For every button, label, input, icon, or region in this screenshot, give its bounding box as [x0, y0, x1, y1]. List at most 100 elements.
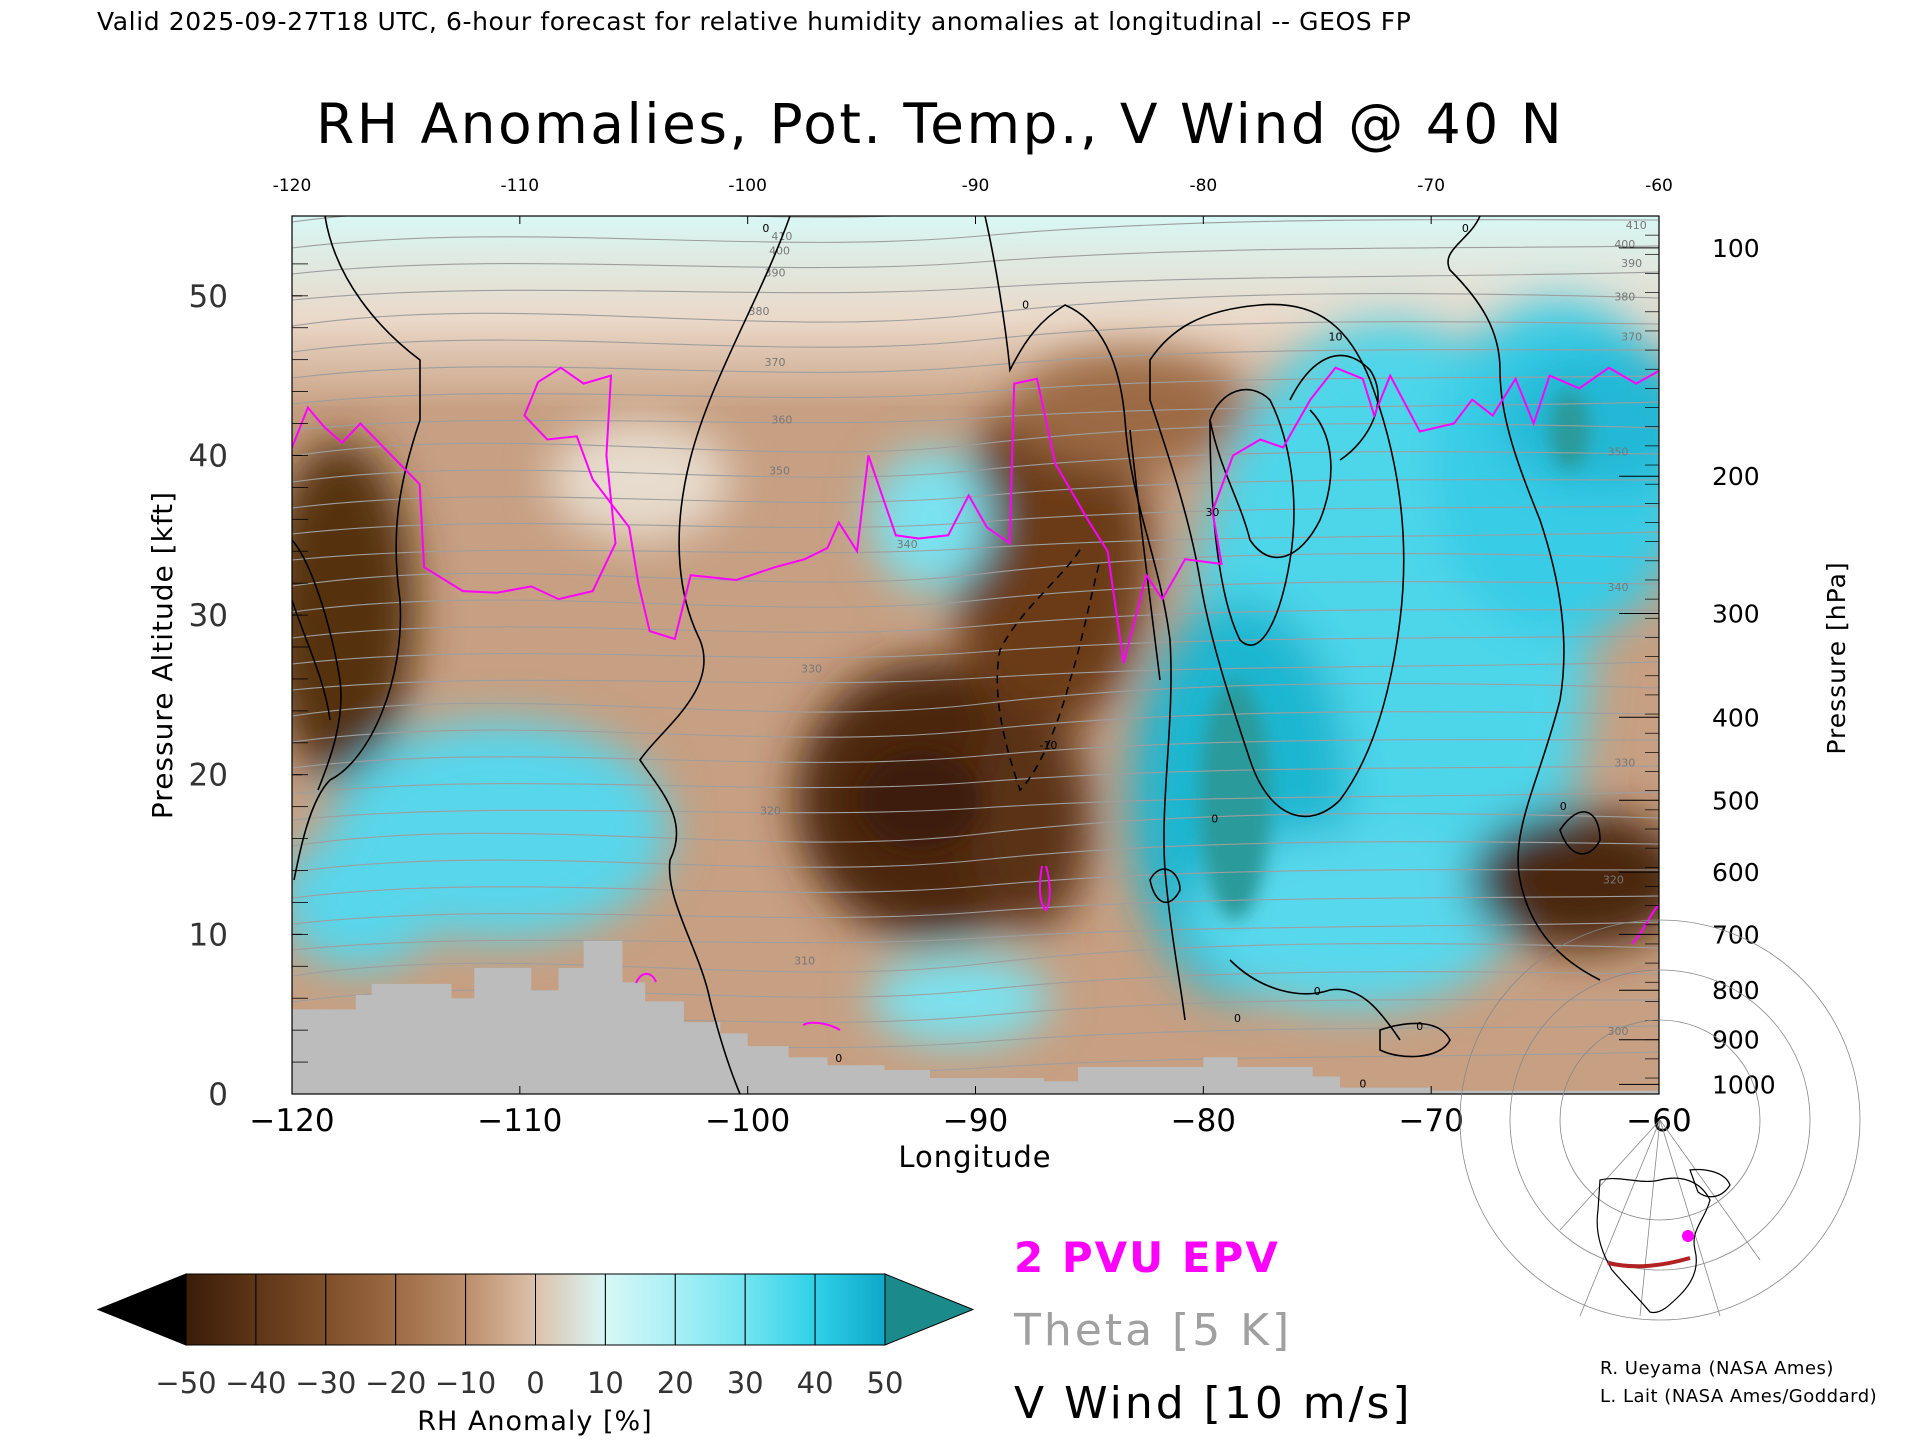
v-wind-contour-label: 0: [1416, 1020, 1423, 1033]
map-frame: [1560, 1166, 1760, 1316]
credit-line-2: L. Lait (NASA Ames/Goddard): [1600, 1386, 1877, 1407]
v-wind-contour-label: 30: [1205, 506, 1219, 519]
wind-contour-mid-b: [984, 216, 1186, 1021]
x-axis-tick-label: −70: [1398, 1103, 1463, 1139]
map-greenland: [1689, 1168, 1731, 1198]
valid-time-line: Valid 2025-09-27T18 UTC, 6-hour forecast…: [97, 7, 1411, 36]
theta-contour-line: [292, 609, 1659, 639]
v-wind-contour-label: 0: [1462, 222, 1469, 235]
map-lat-circle-outer: [1459, 919, 1861, 1321]
colorbar-segment: [255, 1273, 327, 1346]
theta-contour-line: [292, 293, 1659, 327]
colorbar-segment: [744, 1273, 816, 1346]
terrain: [292, 940, 1659, 1094]
theta-contour-label: 310: [794, 955, 815, 968]
v-wind-contour-label: 0: [1560, 800, 1567, 813]
theta-contour-line: [292, 219, 1659, 249]
epv-loop-3: [1038, 865, 1051, 912]
v-wind-contour-label: 10: [1328, 331, 1342, 344]
rh-anomaly-extremes: [860, 390, 1590, 920]
theta-contour-line: [292, 711, 1659, 743]
theta-contour-line: [292, 635, 1659, 665]
locator-map: [1459, 919, 1861, 1321]
colorbar-tick-label: 40: [797, 1366, 834, 1400]
legend-epv: 2 PVU EPV: [1014, 1233, 1280, 1282]
moist-region-mid: [870, 450, 990, 590]
v-wind-contour-label: 0: [762, 222, 769, 235]
colorbar-tick-label: −30: [295, 1366, 356, 1400]
pressure-axis-tick-label: 900: [1712, 1026, 1760, 1055]
map-meridian-5: [1559, 1119, 1661, 1231]
colorbar-segment: [395, 1273, 467, 1346]
theta-contour-label: 400: [769, 244, 790, 257]
map-meridian-1: [1579, 1119, 1661, 1317]
theta-contour-label: 360: [771, 414, 792, 427]
theta-contour-label: 340: [1607, 581, 1628, 594]
theta-contour-line: [292, 349, 1659, 379]
theta-contour-line: [292, 739, 1659, 769]
y-axis-label-right: Pressure [hPa]: [1822, 561, 1851, 754]
moist-region-far-east: [1500, 350, 1659, 490]
colorbar-segment: [604, 1273, 676, 1346]
pressure-axis-tick-label: 1000: [1712, 1070, 1776, 1099]
colorbar-label: RH Anomaly [%]: [417, 1406, 652, 1437]
wind-contour-dashed: [996, 549, 1101, 792]
v-wind-contour-label: 0: [835, 1052, 842, 1065]
v-wind-contour-label: -10: [1039, 739, 1057, 752]
dry-region-west: [292, 440, 415, 780]
epv-loop-4: [1631, 904, 1659, 945]
colorbar-extend-high: [884, 1273, 975, 1346]
wind-contour-jet-a: [1149, 303, 1405, 818]
y-axis-tick-label: 0: [208, 1077, 228, 1113]
plot-area: 4104003903803703603503403303203104104003…: [292, 216, 1659, 1094]
y-axis-tick-label: 40: [189, 438, 228, 474]
plot-title: RH Anomalies, Pot. Temp., V Wind @ 40 N: [316, 92, 1564, 156]
theta-contour-label: 380: [749, 305, 770, 318]
legend-theta: Theta [5 K]: [1013, 1305, 1292, 1356]
neutral-region-upper-left: [550, 420, 730, 540]
y-axis-left: 0 10 20 30 40 50: [189, 263, 308, 1113]
theta-contour-label: 390: [765, 267, 786, 280]
colorbar-segment: [325, 1273, 397, 1346]
x-axis-tick-label: −120: [249, 1103, 334, 1139]
pressure-axis-tick-label: 600: [1712, 858, 1760, 887]
map-graticule: [1459, 919, 1861, 1321]
v-wind-contour-label: 0: [1359, 1078, 1366, 1091]
theta-contour-line: [292, 581, 1659, 613]
pressure-axis-tick-label: 300: [1712, 599, 1760, 628]
map-location-marker: [1682, 1230, 1694, 1242]
wind-contour-mid-c: [1129, 429, 1161, 681]
wind-contour-east-b: [1229, 959, 1401, 1041]
moist-region-southwest: [292, 830, 440, 970]
x-axis-top-tick-label: -100: [728, 176, 767, 196]
theta-contour-label: 370: [765, 356, 786, 369]
x-axis-label: Longitude: [898, 1140, 1051, 1174]
wind-contour-jet-c: [1209, 409, 1332, 559]
epv-small-loops: [635, 865, 1659, 1031]
map-meridian-3: [1659, 1119, 1721, 1317]
x-axis-top: -120 -110 -100 -90 -80 -70 -60: [273, 176, 1673, 224]
wind-contour-west-c: [292, 599, 331, 721]
theta-contour-line: [292, 869, 1659, 899]
colorbar-tick-label: 10: [587, 1366, 624, 1400]
map-section-track: [1607, 1256, 1691, 1269]
epv-loop-2: [802, 1021, 841, 1031]
dry-region-central-mid: [970, 710, 1090, 930]
colorbar-segment: [814, 1273, 886, 1346]
colorbar-segment: [535, 1273, 606, 1346]
colorbar: −50 −40 −30 −20 −10 0 10 20 30 40 50: [96, 1273, 975, 1400]
colorbar-extend-low: [96, 1273, 187, 1346]
legend-vwind: V Wind [10 m/s]: [1014, 1378, 1413, 1429]
wind-contour-west-b: [292, 539, 342, 791]
theta-contour-line: [292, 505, 1659, 535]
map-meridian-4: [1659, 1119, 1761, 1261]
theta-contour-line: [292, 401, 1659, 431]
x-axis-top-tick-label: -70: [1417, 176, 1445, 196]
wind-contour-mid-a: [639, 216, 791, 1094]
v-wind-contour-label: 0: [1022, 299, 1029, 312]
colorbar-tick-label: −40: [225, 1366, 286, 1400]
x-axis-top-tick-label: -60: [1645, 176, 1673, 196]
x-axis-tick-label: −110: [477, 1103, 562, 1139]
theta-contour-label: 350: [1607, 445, 1628, 458]
